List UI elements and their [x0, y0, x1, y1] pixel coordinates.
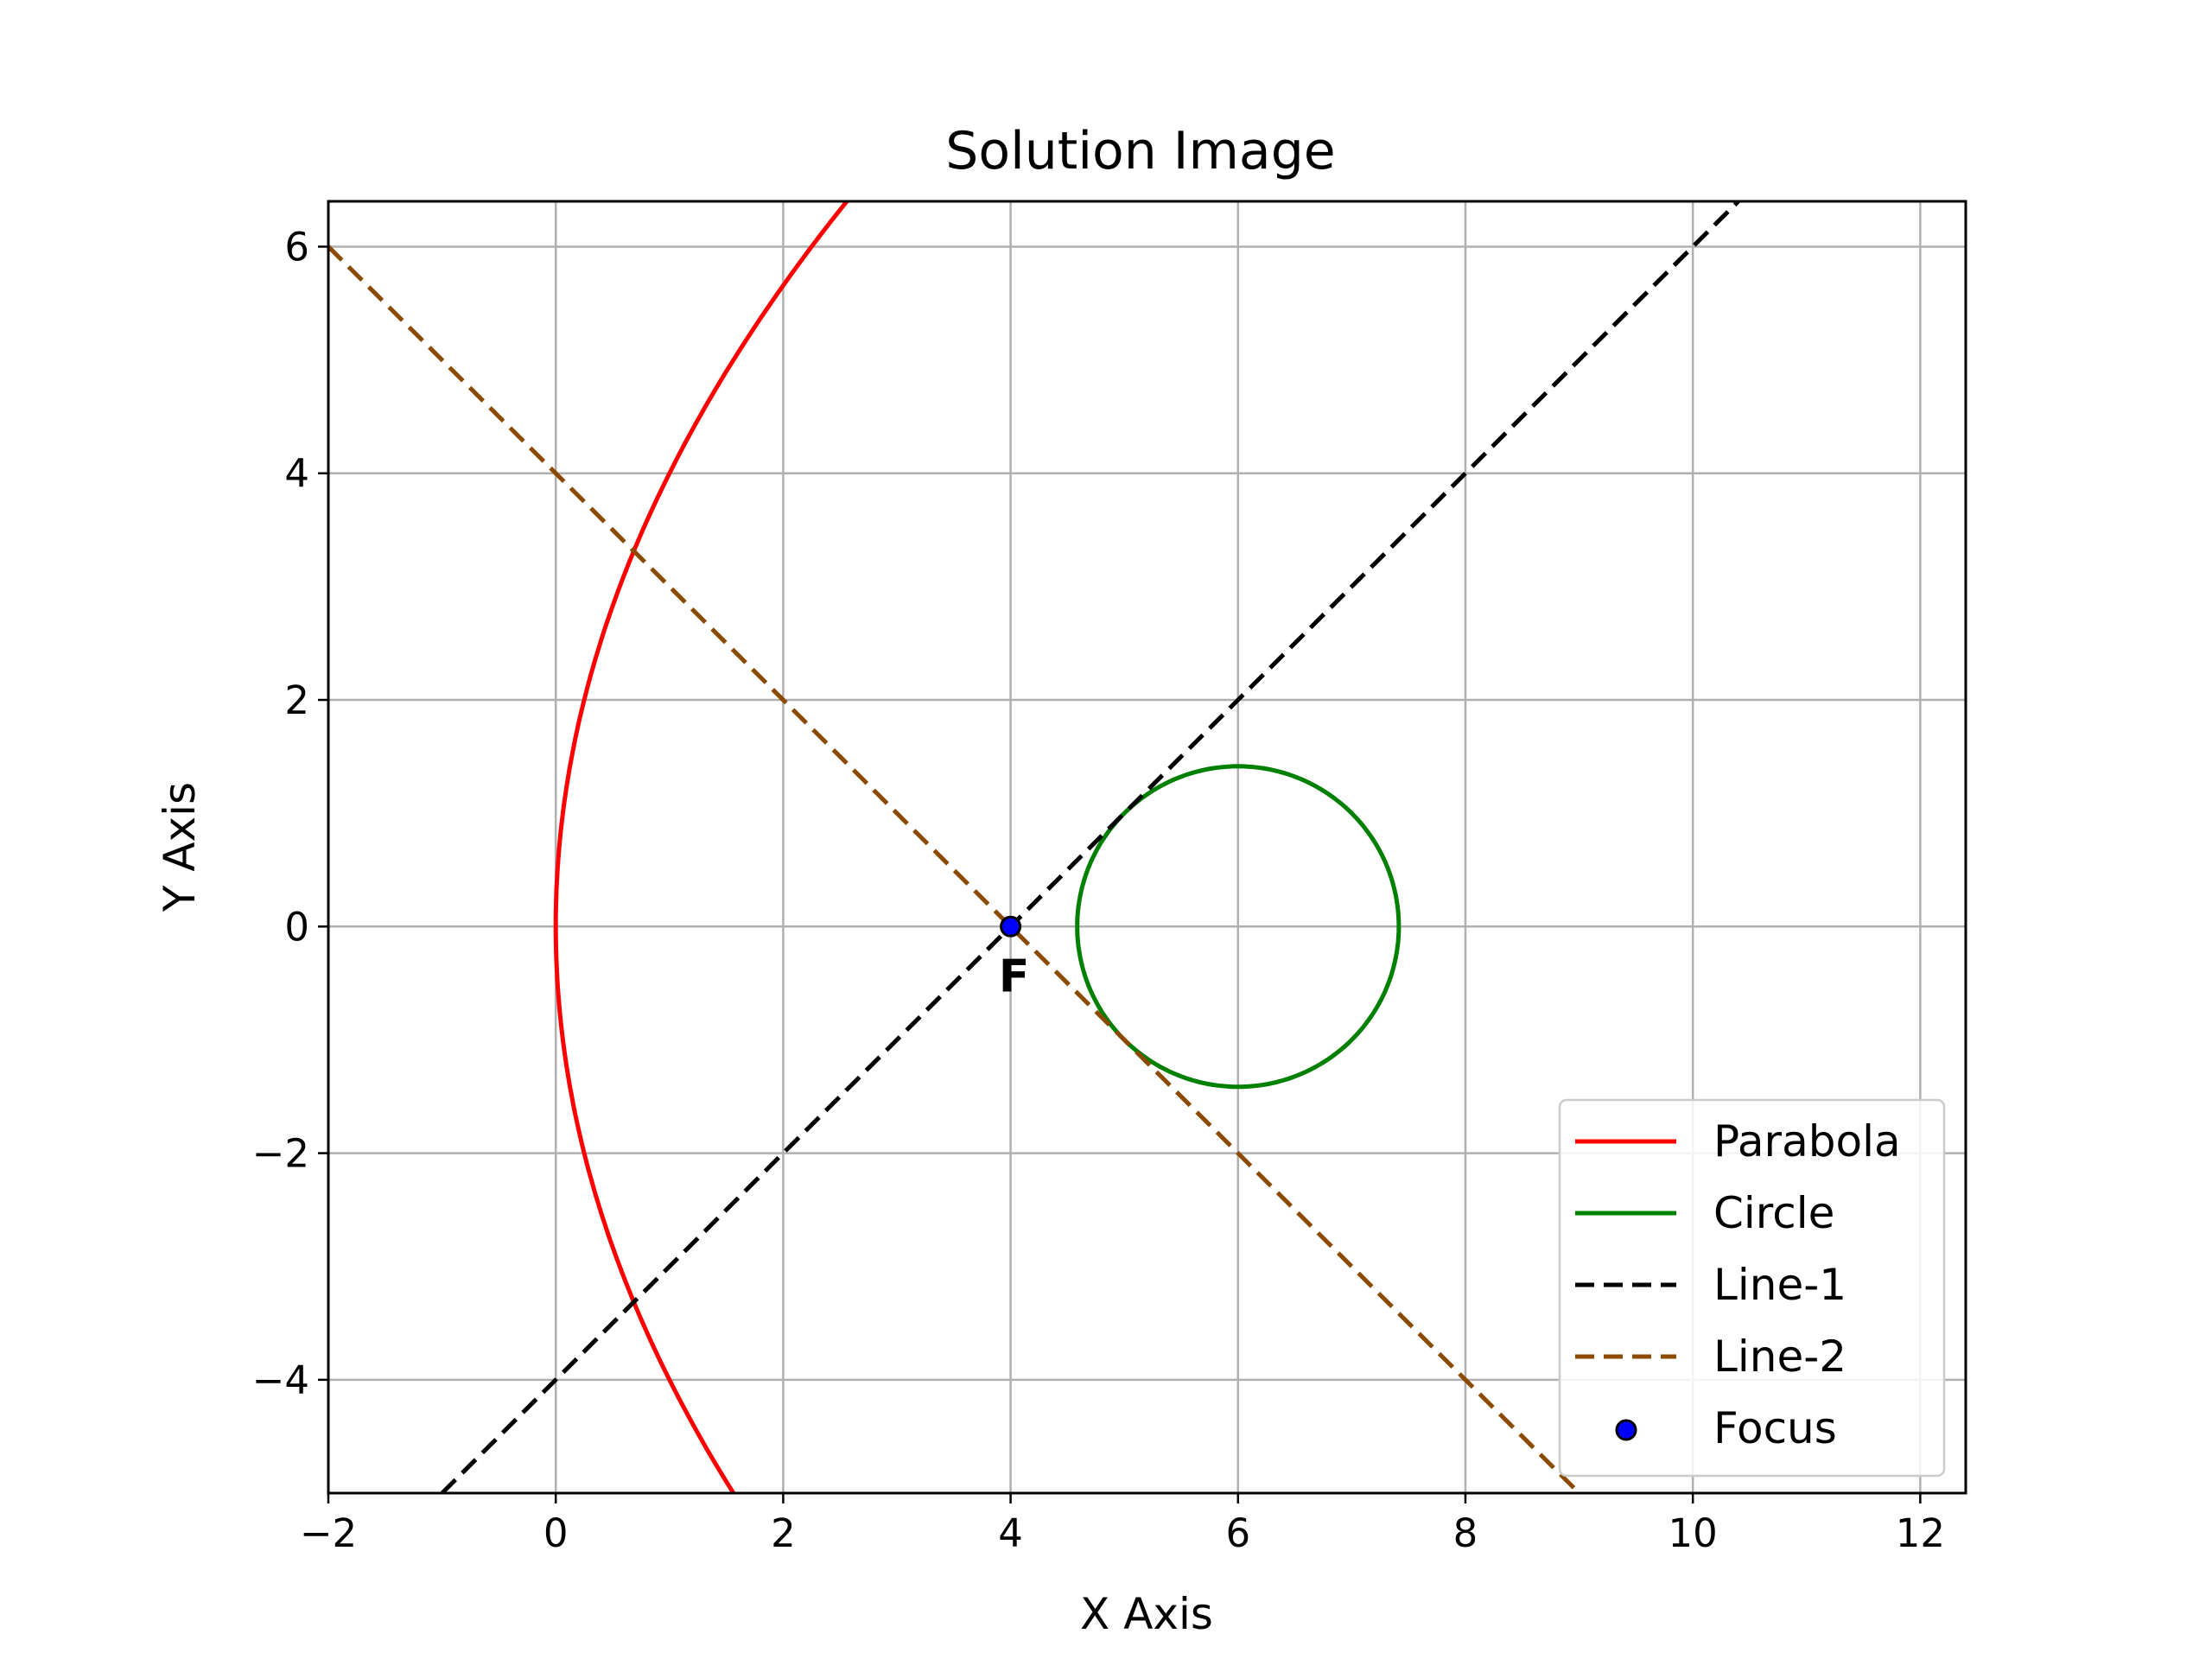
legend-swatch-focus: [1615, 1419, 1637, 1441]
legend-label-focus: Focus: [1713, 1403, 1837, 1453]
x-axis-label: X Axis: [1080, 1589, 1213, 1639]
legend-box: [1558, 1098, 1946, 1478]
y-tick-label: −2: [252, 1131, 309, 1177]
plot-frame: [327, 200, 1967, 1495]
x-tick-label: 2: [771, 1510, 796, 1556]
focus-point: [1000, 915, 1022, 938]
legend: Parabola Circle Line-1 Line-2 Focus: [1558, 1098, 1946, 1478]
x-tick-label: 0: [543, 1510, 569, 1556]
line-1-line: [440, 201, 1740, 1493]
x-tick-label: 6: [1225, 1510, 1250, 1556]
y-tick-label: 2: [284, 677, 309, 723]
x-tick-label: 10: [1669, 1510, 1718, 1556]
axis-ticks: −2 0 2 4 6 8 10 12 −4 −2 0 2 4 6: [252, 224, 1945, 1556]
line-2-line: [328, 245, 1581, 1493]
parabola-curve: [553, 201, 849, 1493]
legend-label-line-2: Line-2: [1713, 1332, 1847, 1382]
legend-label-parabola: Parabola: [1713, 1116, 1901, 1166]
legend-label-line-1: Line-1: [1713, 1260, 1847, 1310]
y-tick-label: −4: [252, 1357, 309, 1403]
x-tick-label: 8: [1453, 1510, 1478, 1556]
y-tick-label: 4: [284, 451, 309, 497]
x-tick-label: 4: [998, 1510, 1023, 1556]
legend-label-circle: Circle: [1713, 1188, 1834, 1238]
y-tick-label: 0: [284, 904, 309, 950]
x-tick-label: 12: [1896, 1510, 1945, 1556]
y-axis-label: Y Axis: [155, 782, 205, 912]
chart-title: Solution Image: [945, 121, 1335, 181]
plot-area: [328, 201, 1740, 1493]
marker-layer: F: [999, 915, 1030, 1002]
circle-curve: [1075, 764, 1402, 1090]
focus-point-label: F: [999, 950, 1030, 1002]
y-tick-label: 6: [284, 224, 309, 270]
x-tick-label: −2: [300, 1510, 357, 1556]
